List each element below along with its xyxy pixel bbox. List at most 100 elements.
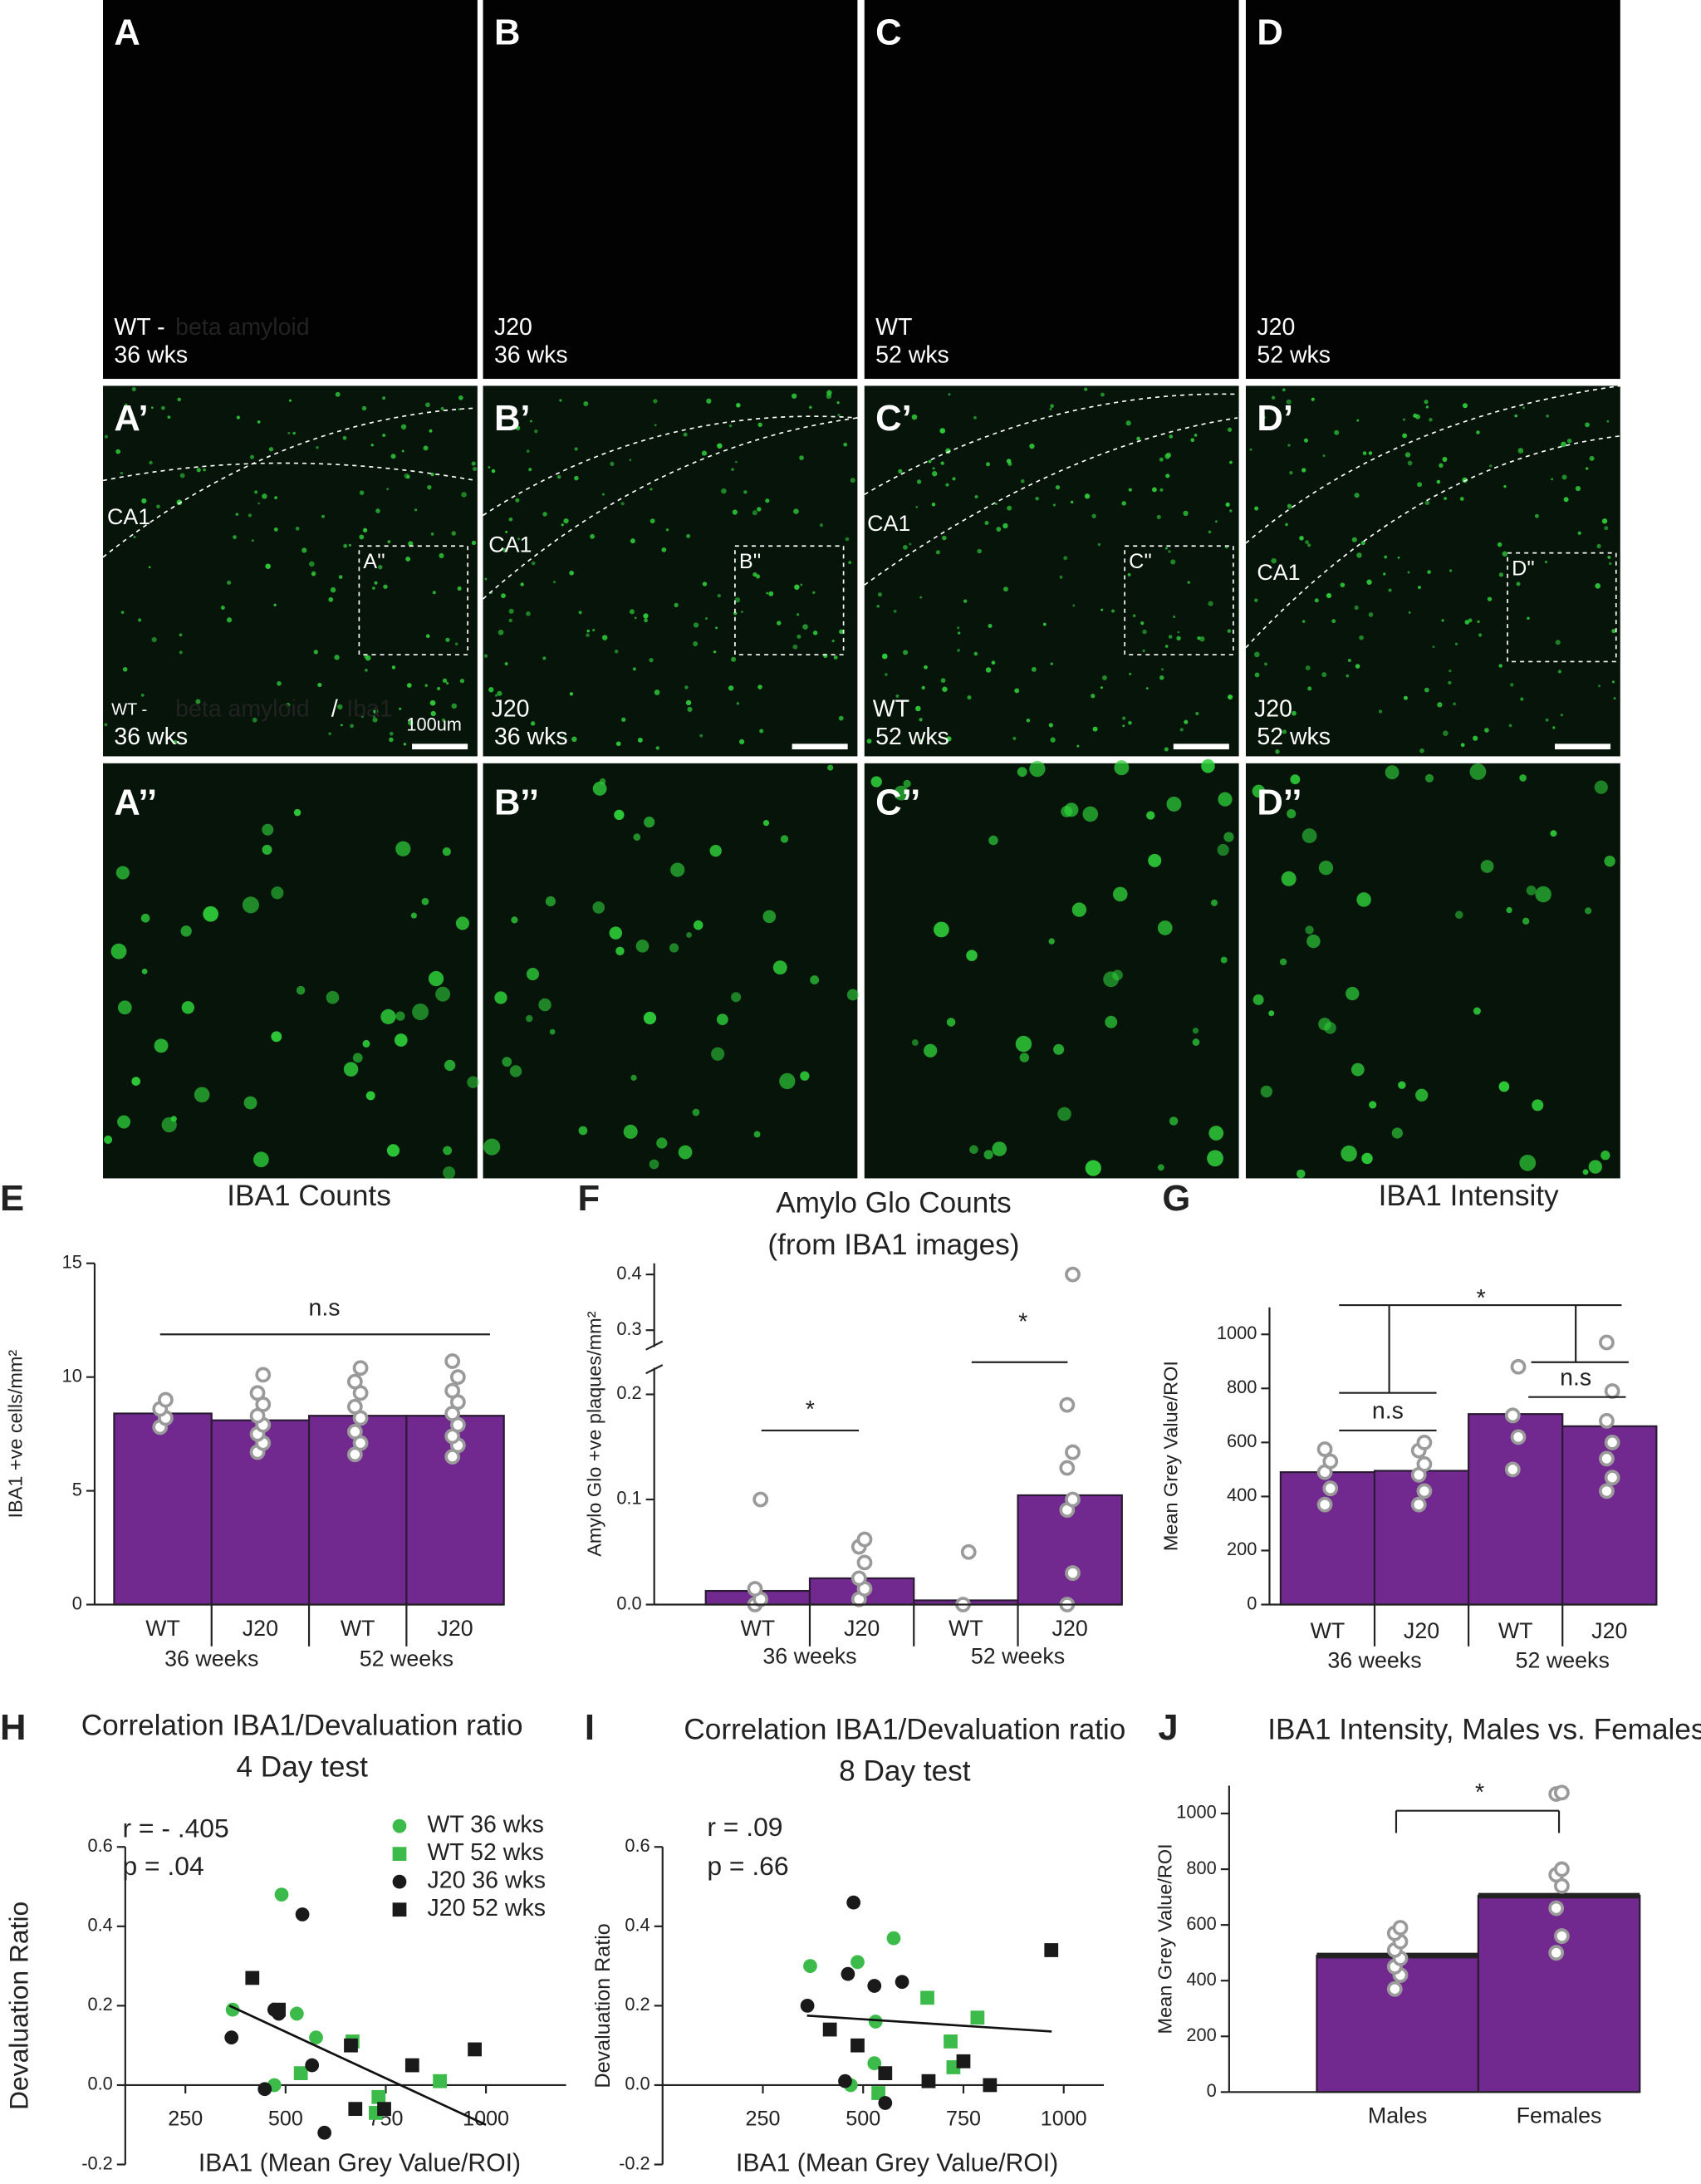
- microglia: [1314, 598, 1319, 603]
- annotation: *: [1018, 1308, 1027, 1335]
- y-axis-label: IBA1 +ve cells/mm²: [4, 1350, 26, 1519]
- microglia: [1608, 562, 1612, 566]
- microglia: [253, 1151, 269, 1168]
- microglia: [134, 426, 137, 429]
- microglia: [1254, 598, 1258, 602]
- microglia: [249, 454, 255, 459]
- microglia: [1061, 805, 1073, 817]
- microglia: [526, 611, 531, 616]
- micrograph: [1245, 763, 1620, 1179]
- microglia: [1594, 780, 1608, 794]
- microglia: [430, 532, 434, 536]
- microglia: [441, 718, 446, 722]
- microglia: [1418, 586, 1421, 589]
- microglia: [1031, 666, 1037, 672]
- microglia: [483, 654, 488, 658]
- microglia: [644, 817, 655, 828]
- microglia: [562, 736, 566, 739]
- microglia: [394, 1033, 408, 1047]
- x-axis-label: IBA1 (Mean Grey Value/ROI): [736, 2149, 1058, 2177]
- microglia: [1498, 572, 1503, 577]
- microglia: [1100, 686, 1103, 690]
- legend-label: J20 36 wks: [428, 1867, 546, 1894]
- genotype-label: WT: [873, 696, 909, 723]
- microglia: [458, 408, 461, 411]
- data-point: [348, 2102, 363, 2117]
- panel-letter: C’: [875, 399, 912, 439]
- microglia: [1455, 910, 1463, 919]
- x-tick-label: 500: [846, 2108, 880, 2131]
- microglia: [1156, 514, 1161, 519]
- microglia: [1519, 774, 1527, 782]
- panel-letter: E: [0, 1179, 24, 1219]
- microglia: [1151, 487, 1157, 493]
- scale-bar: [1555, 744, 1611, 750]
- microglia: [1340, 582, 1346, 588]
- microglia: [974, 494, 978, 499]
- microglia: [799, 455, 804, 460]
- y-tick-label: 800: [1186, 1858, 1216, 1878]
- microglia: [471, 540, 477, 546]
- microglia: [437, 686, 441, 690]
- microglia: [1424, 400, 1429, 405]
- microglia: [752, 572, 757, 577]
- microglia: [1049, 407, 1052, 410]
- microglia: [812, 591, 816, 595]
- microglia: [1122, 724, 1125, 728]
- panel-letter: A’: [114, 399, 148, 439]
- data-point: [346, 1423, 363, 1440]
- microglia: [1091, 513, 1096, 518]
- microglia: [757, 685, 762, 690]
- y-tick-label: 200: [1186, 2024, 1216, 2045]
- microglia: [1498, 1081, 1510, 1092]
- data-point: [245, 1971, 260, 1985]
- microglia: [316, 445, 319, 449]
- micrograph: [483, 763, 858, 1179]
- age-label: 52 wks: [1257, 342, 1331, 369]
- microglia: [1508, 724, 1512, 728]
- microglia: [898, 469, 903, 474]
- microglia: [1208, 530, 1212, 534]
- microglia: [808, 405, 812, 410]
- genotype-label: WT -: [111, 700, 147, 719]
- microglia: [969, 1145, 978, 1155]
- microglia: [484, 577, 488, 581]
- microglia: [1414, 414, 1420, 420]
- microglia: [378, 565, 383, 570]
- microglia: [1148, 853, 1162, 867]
- microglia: [1598, 685, 1601, 688]
- genotype-label: J20: [494, 314, 532, 341]
- data-point: [841, 1966, 855, 1981]
- microglia: [1070, 500, 1074, 504]
- microglia: [1503, 484, 1507, 488]
- microglia: [621, 717, 626, 722]
- microglia: [1101, 608, 1104, 611]
- microglia: [772, 960, 787, 975]
- microglia: [1019, 1053, 1030, 1063]
- data-point: [1554, 1928, 1570, 1944]
- microglia: [488, 687, 494, 693]
- microglia: [1055, 484, 1061, 490]
- data-point: [1604, 1383, 1620, 1399]
- microglia: [1404, 452, 1411, 458]
- microglia: [1585, 422, 1590, 428]
- panel-letter: D: [1257, 12, 1282, 52]
- microglia: [177, 397, 182, 402]
- microglia: [131, 1077, 141, 1086]
- microglia: [919, 596, 923, 599]
- microglia: [1161, 668, 1164, 671]
- y-tick-label: 0.1: [616, 1488, 641, 1509]
- microglia: [881, 653, 888, 660]
- microglia: [670, 862, 685, 877]
- microglia: [693, 641, 699, 647]
- microglia: [933, 921, 949, 938]
- data-point: [225, 2002, 240, 2017]
- microglia: [1050, 737, 1056, 743]
- genotype-label: WT -: [114, 314, 164, 341]
- y-tick-label: 0.3: [616, 1318, 641, 1339]
- data-point: [868, 2015, 883, 2029]
- y-tick-label: 15: [62, 1251, 82, 1272]
- microglia: [1183, 510, 1189, 517]
- microglia: [227, 580, 232, 585]
- microglia: [1128, 720, 1132, 725]
